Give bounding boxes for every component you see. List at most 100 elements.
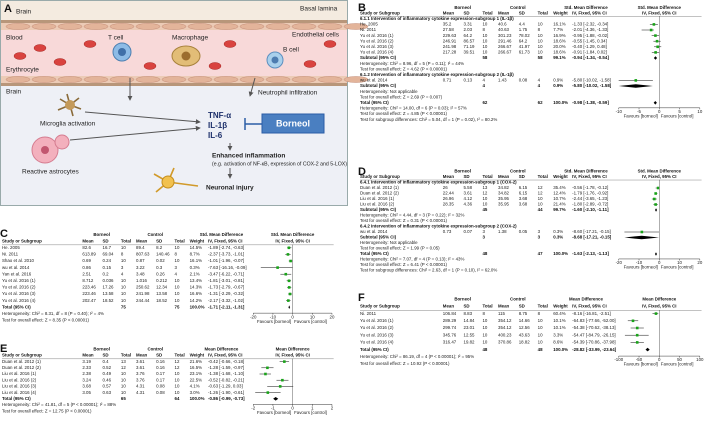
forest-plot: B Borneol Control Std. Mean Difference Std. …	[358, 2, 703, 122]
erythrocyte	[33, 44, 47, 52]
cell: 3.68	[519, 196, 528, 201]
cell: 0.71	[443, 78, 452, 83]
study-name: He. 2005	[360, 22, 378, 27]
cell: 301.23	[498, 33, 512, 38]
group-header: Mean Difference	[642, 296, 676, 301]
cell: 13.58	[156, 291, 168, 296]
borneol-label: Borneol	[276, 118, 310, 128]
cell: 62	[538, 100, 543, 105]
note: Test for overall effect: Z = 1.99 (P = 0…	[360, 246, 440, 251]
cell: 400.23	[498, 332, 512, 337]
summary-diamond	[624, 235, 659, 240]
cell: 10	[538, 325, 543, 330]
cell: 0.15	[103, 265, 112, 270]
cell: 12.55	[464, 332, 476, 337]
column-header: Total	[482, 10, 492, 15]
cell: 3	[482, 229, 485, 234]
cell: 10	[538, 38, 543, 43]
cell: 316.47	[443, 340, 457, 345]
endothelial-cell	[343, 76, 369, 83]
cell: 3.68	[82, 384, 91, 389]
nucleus	[181, 51, 191, 61]
cell: 3.61	[136, 365, 145, 370]
cell: 19.82	[464, 340, 476, 345]
cell: -0.94 [-1.34, -0.54]	[572, 55, 609, 60]
erythrocytes	[13, 40, 337, 70]
cell: 2.03	[464, 27, 473, 32]
cell: 35.95	[498, 202, 510, 207]
effect-square	[266, 366, 269, 370]
column-header: Weight	[190, 353, 205, 358]
study-name: Liu et al. 2016 (1)	[360, 196, 395, 201]
cell: 12.4%	[553, 191, 566, 196]
cell: 0.69	[82, 258, 91, 263]
study-name: Ni. 2011	[2, 252, 19, 257]
effect-square	[635, 333, 639, 337]
x-tick-label: 50	[677, 357, 682, 362]
cell: 266.67	[498, 44, 512, 49]
x-tick-label: 20	[330, 314, 335, 319]
cell: 289.29	[443, 318, 457, 323]
cell: 10	[175, 371, 180, 376]
cell: 40.6	[498, 22, 507, 27]
summary-diamond	[273, 397, 279, 401]
cell: 16.7	[103, 245, 112, 250]
endothelial-cell	[291, 23, 317, 30]
cell: 47	[538, 251, 543, 256]
group-header: Borneol	[93, 232, 110, 237]
cell: 3	[175, 265, 178, 270]
column-header: IV, Fixed, 95% CI	[572, 10, 607, 15]
cell: 0.26	[156, 271, 165, 276]
column-header: Mean	[498, 174, 510, 179]
cell: 10.1%	[553, 325, 566, 330]
erythrocyte	[208, 62, 222, 70]
forest-plot: C Borneol Control Std. Mean Difference Std. …	[0, 228, 335, 324]
endothelial-cell	[161, 23, 187, 30]
effect-square	[288, 292, 292, 296]
cell: 100.0%	[553, 251, 568, 256]
effect-square	[266, 391, 270, 394]
cell: 3	[482, 235, 485, 240]
note: Test for overall effect: Z = 10.92 (P < …	[360, 361, 450, 366]
study-name: Total (95% CI)	[2, 396, 31, 401]
label: B cell	[283, 47, 299, 54]
cell: 43.63	[519, 332, 531, 337]
cell: 2.38	[82, 371, 91, 376]
cell: 0.9%	[553, 83, 563, 88]
cell: 223.46	[82, 285, 96, 290]
cell: 21.4%	[553, 202, 566, 207]
forest-plot: F Borneol Control Mean Difference Mean Diffe…	[358, 292, 704, 367]
cell: -28.82 [-33.99, -23.64]	[572, 347, 616, 352]
cell: 78.02	[519, 33, 531, 38]
cell: 14.5%	[190, 245, 203, 250]
effect-square	[654, 312, 658, 315]
cell: -54.39 [-70.86, -37.98]	[572, 340, 615, 345]
cell: 291.46	[498, 38, 512, 43]
cell: 10	[121, 291, 126, 296]
label: Reactive astrocytes	[22, 169, 79, 176]
effect-square	[656, 45, 659, 49]
cell: 4	[175, 271, 178, 276]
column-header: Total	[482, 174, 492, 179]
column-header: Mean	[136, 238, 148, 243]
cell: 3.61	[136, 359, 145, 364]
microglia	[57, 93, 82, 117]
study-name: Liu et al. 2016 (4)	[2, 390, 37, 395]
cell: 246.91	[443, 38, 457, 43]
cell: 39.51	[464, 50, 476, 55]
cell: 14.66	[519, 318, 531, 323]
effect-square	[653, 197, 656, 201]
endothelial-cell	[161, 76, 187, 83]
cell: 0.49	[103, 371, 112, 376]
panel-label: A	[4, 3, 12, 15]
cell: 3	[538, 235, 541, 240]
cell: 35.2	[443, 22, 452, 27]
note: Heterogeneity: Chi² = 41.81, df = 5 (P <…	[2, 402, 116, 407]
cell: 0.3	[156, 265, 163, 270]
cell: 35.4%	[553, 185, 566, 190]
cell: 229.63	[443, 33, 457, 38]
cell: -0.98 [-1.38, -0.59]	[572, 100, 609, 105]
group-header: Control	[510, 5, 526, 10]
cell: -1.89 [-2.74, -0.63]	[208, 245, 244, 250]
cell: 62	[482, 100, 487, 105]
